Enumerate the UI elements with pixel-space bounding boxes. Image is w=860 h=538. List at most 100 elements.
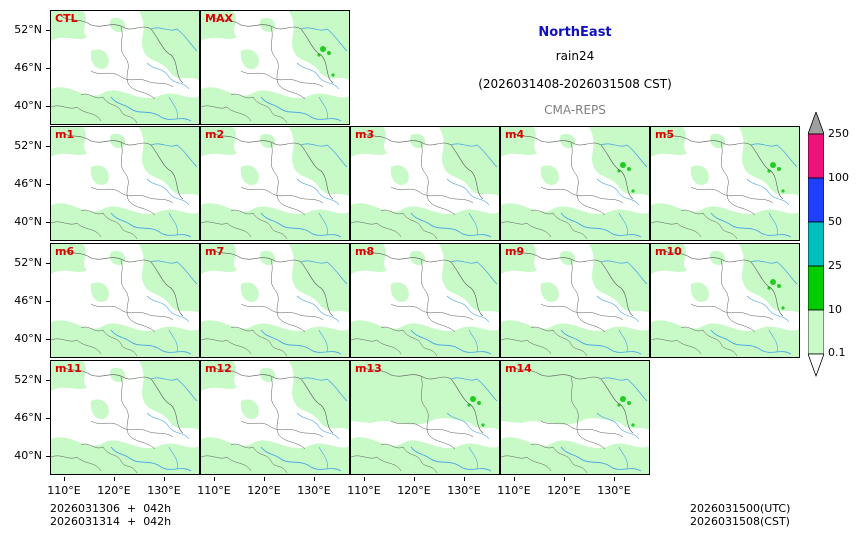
x-tick-mark	[114, 477, 115, 481]
y-tick-mark	[46, 418, 50, 419]
colorbar-bin-100	[807, 177, 825, 223]
map-graphic	[201, 127, 349, 240]
map-graphic	[201, 11, 349, 124]
x-tick-label: 130°E	[597, 484, 631, 497]
map-graphic	[351, 127, 499, 240]
x-tick-mark	[464, 477, 465, 481]
y-tick-label: 46°N	[14, 294, 42, 307]
colorbar-label-50: 50	[828, 215, 842, 228]
panel-label: m7	[205, 245, 225, 258]
x-tick-mark	[64, 477, 65, 481]
map-graphic	[501, 361, 649, 474]
colorbar-label-250: 250	[828, 127, 849, 140]
panel-label: m10	[655, 245, 682, 258]
y-tick-label: 52°N	[14, 373, 42, 386]
map-panel-m7: m7	[200, 243, 350, 358]
footer-init-line2: 2026031314 + 042h	[50, 515, 172, 528]
colorbar-graphic	[807, 110, 825, 378]
map-graphic	[51, 127, 199, 240]
y-tick-label: 52°N	[14, 256, 42, 269]
colorbar	[807, 110, 825, 378]
footer-valid-time: 2026031500(UTC) 2026031508(CST)	[690, 502, 790, 528]
panel-label: m11	[55, 362, 82, 375]
x-tick-label: 120°E	[547, 484, 581, 497]
map-graphic	[51, 361, 199, 474]
x-tick-mark	[514, 477, 515, 481]
map-panel-m11: m11	[50, 360, 200, 475]
map-panel-m3: m3	[350, 126, 500, 241]
y-tick-mark	[46, 380, 50, 381]
x-tick-label: 120°E	[97, 484, 131, 497]
x-tick-mark	[164, 477, 165, 481]
y-tick-label: 40°N	[14, 99, 42, 112]
colorbar-bin-25	[807, 265, 825, 311]
x-tick-mark	[364, 477, 365, 481]
map-panel-m12: m12	[200, 360, 350, 475]
map-graphic	[351, 244, 499, 357]
panel-label: m1	[55, 128, 75, 141]
model-title: CMA-REPS	[544, 103, 606, 117]
map-graphic	[201, 361, 349, 474]
map-panel-m2: m2	[200, 126, 350, 241]
map-panel-m8: m8	[350, 243, 500, 358]
map-panel-m10: m10	[650, 243, 800, 358]
y-tick-mark	[46, 184, 50, 185]
map-graphic	[501, 244, 649, 357]
y-tick-label: 40°N	[14, 332, 42, 345]
x-tick-mark	[214, 477, 215, 481]
panel-label: m12	[205, 362, 232, 375]
time-range-title: (2026031408-2026031508 CST)	[478, 77, 672, 91]
x-tick-label: 110°E	[497, 484, 531, 497]
map-graphic	[501, 127, 649, 240]
region-title: NorthEast	[538, 25, 612, 40]
x-tick-label: 130°E	[297, 484, 331, 497]
panel-label: m6	[55, 245, 75, 258]
y-tick-label: 40°N	[14, 449, 42, 462]
x-tick-mark	[414, 477, 415, 481]
y-tick-label: 46°N	[14, 61, 42, 74]
x-tick-label: 120°E	[247, 484, 281, 497]
colorbar-bin-50	[807, 221, 825, 267]
footer-valid-utc: 2026031500(UTC)	[690, 502, 791, 515]
y-tick-mark	[46, 68, 50, 69]
y-tick-mark	[46, 30, 50, 31]
y-tick-label: 40°N	[14, 215, 42, 228]
panel-label: MAX	[205, 12, 233, 25]
map-graphic	[51, 244, 199, 357]
colorbar-label-100: 100	[828, 171, 849, 184]
panel-label: CTL	[55, 12, 78, 25]
map-panel-m14: m14	[500, 360, 650, 475]
x-tick-label: 110°E	[47, 484, 81, 497]
colorbar-bin-250	[807, 133, 825, 179]
colorbar-label-10: 10	[828, 303, 842, 316]
x-tick-label: 120°E	[397, 484, 431, 497]
y-tick-mark	[46, 263, 50, 264]
y-tick-label: 46°N	[14, 177, 42, 190]
map-panel-m13: m13	[350, 360, 500, 475]
colorbar-bin-10	[807, 309, 825, 355]
map-panel-m9: m9	[500, 243, 650, 358]
x-tick-label: 130°E	[447, 484, 481, 497]
panel-label: m13	[355, 362, 382, 375]
map-panel-ctl: CTL	[50, 10, 200, 125]
panel-label: m14	[505, 362, 532, 375]
map-panel-m6: m6	[50, 243, 200, 358]
map-graphic	[201, 244, 349, 357]
colorbar-upper-arrow	[807, 110, 825, 135]
map-panel-m5: m5	[650, 126, 800, 241]
y-tick-label: 52°N	[14, 139, 42, 152]
y-tick-label: 52°N	[14, 23, 42, 36]
x-tick-mark	[264, 477, 265, 481]
footer-init-time: 2026031306 + 042h 2026031314 + 042h	[50, 502, 171, 528]
footer-valid-cst: 2026031508(CST)	[690, 515, 790, 528]
panel-label: m4	[505, 128, 525, 141]
y-tick-mark	[46, 339, 50, 340]
panel-label: m5	[655, 128, 675, 141]
y-tick-mark	[46, 456, 50, 457]
footer-init-line1: 2026031306 + 042h	[50, 502, 172, 515]
panel-label: m3	[355, 128, 375, 141]
y-tick-mark	[46, 301, 50, 302]
colorbar-label-0.1: 0.1	[828, 346, 846, 359]
panel-label: m9	[505, 245, 525, 258]
x-tick-label: 110°E	[347, 484, 381, 497]
